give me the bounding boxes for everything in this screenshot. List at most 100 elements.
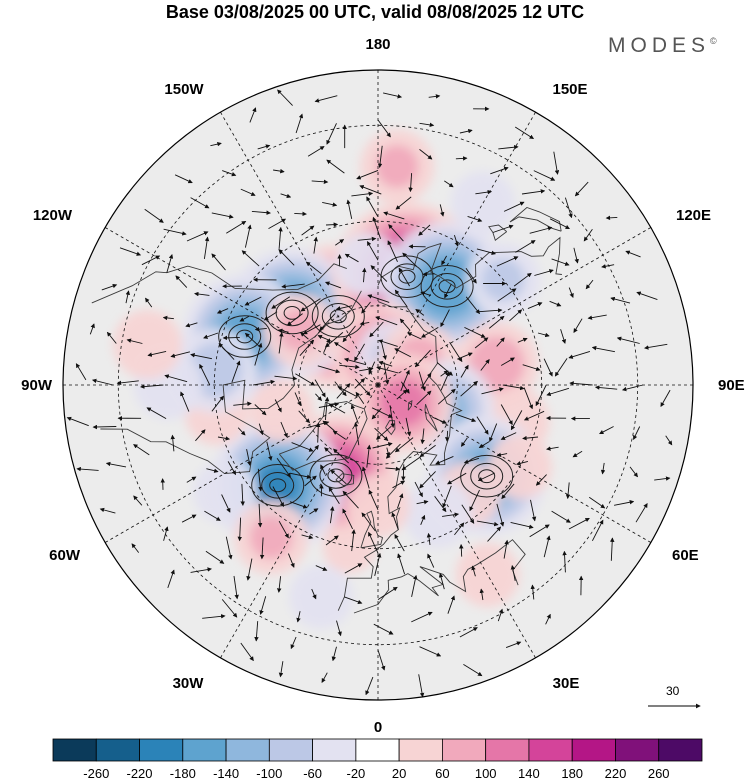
wind-arrow <box>205 550 225 564</box>
wind-arrow <box>426 532 432 546</box>
colorbar-tick-label: -260 <box>83 766 110 781</box>
meridian-line <box>220 111 379 386</box>
wind-arrow <box>324 447 333 455</box>
wind-arrow <box>365 676 374 696</box>
wind-arrow <box>565 482 571 500</box>
wind-arrow <box>190 197 210 209</box>
wind-arrow <box>271 296 291 309</box>
wind-arrow <box>478 308 503 313</box>
wind-arrow <box>533 170 556 181</box>
wind-arrow <box>397 493 404 509</box>
map-title: Base 03/08/2025 00 UTC, valid 08/08/2025… <box>165 2 585 22</box>
height-contours <box>218 255 514 507</box>
wind-arrow <box>321 672 328 683</box>
lon-label-150e: 150E <box>552 81 588 98</box>
wind-arrow <box>503 539 509 559</box>
lon-label-60e: 60E <box>672 547 699 564</box>
wind-arrow <box>281 283 305 289</box>
wind-arrow <box>418 371 426 392</box>
wind-arrow <box>609 537 615 561</box>
wind-arrow <box>394 533 405 552</box>
colorbar-swatch <box>658 738 703 762</box>
wind-arrow <box>422 271 435 277</box>
contour-line <box>283 306 301 320</box>
wind-arrow <box>336 620 342 637</box>
wind-arrow <box>328 486 340 504</box>
wind-arrow <box>263 311 278 321</box>
contour-line <box>265 291 319 335</box>
wind-arrow <box>517 337 528 343</box>
wind-arrow <box>405 417 412 437</box>
wind-arrow <box>625 250 641 258</box>
wind-arrow <box>203 236 210 259</box>
wind-arrow <box>216 308 229 314</box>
wind-arrow <box>359 185 382 195</box>
anomaly-cell <box>450 171 515 236</box>
wind-arrow <box>496 256 519 267</box>
wind-arrow <box>367 241 379 261</box>
wind-arrow <box>331 646 337 662</box>
wind-arrow <box>545 613 551 625</box>
coastline <box>407 399 413 411</box>
wind-arrow <box>585 279 594 290</box>
wind-arrow <box>560 329 567 344</box>
wind-arrow <box>374 552 382 577</box>
colorbar <box>52 738 703 762</box>
wind-arrow <box>515 240 536 253</box>
wind-arrow <box>272 486 284 508</box>
meridian-line <box>104 384 379 543</box>
lon-label-120e: 120E <box>676 207 712 224</box>
wind-arrow <box>306 444 319 461</box>
wind-arrow <box>116 380 139 386</box>
wind-arrow <box>529 524 550 538</box>
wind-arrow <box>289 501 308 509</box>
colorbar-swatch <box>528 738 573 762</box>
wind-arrow <box>514 126 535 140</box>
wind-arrow <box>459 543 464 557</box>
coastline <box>488 224 507 241</box>
wind-arrow <box>534 269 554 276</box>
wind-arrow <box>254 621 259 642</box>
wind-arrow <box>414 349 431 368</box>
wind-arrow <box>543 535 551 558</box>
wind-arrow <box>244 224 252 248</box>
wind-arrow <box>444 180 454 188</box>
wind-arrow <box>522 435 539 441</box>
wind-arrow <box>394 289 408 308</box>
wind-arrow <box>302 324 321 335</box>
wind-arrow <box>455 413 477 423</box>
wind-arrow <box>311 588 317 600</box>
wind-arrow <box>237 517 243 542</box>
wind-arrow <box>432 416 447 424</box>
wind-arrow <box>316 422 321 443</box>
wind-arrow <box>278 520 289 539</box>
lon-label-0: 0 <box>373 719 383 736</box>
wind-arrow <box>594 385 618 390</box>
wind-arrow <box>428 94 441 99</box>
wind-arrow <box>419 471 436 489</box>
wind-arrow <box>351 191 374 197</box>
wind-arrow <box>355 391 365 405</box>
wind-arrow <box>354 378 371 397</box>
wind-arrow <box>588 496 606 509</box>
wind-arrow <box>246 449 252 466</box>
wind-arrow <box>463 664 483 677</box>
wind-arrow <box>324 332 344 348</box>
wind-arrow <box>480 359 490 371</box>
wind-arrow <box>76 466 99 472</box>
brand-name: MODES <box>608 34 711 57</box>
wind-arrow <box>635 503 648 523</box>
wind-arrow <box>374 427 389 442</box>
wind-arrow <box>441 255 447 266</box>
wind-arrow <box>257 468 263 492</box>
wind-arrow <box>361 301 371 314</box>
wind-arrow <box>488 315 505 329</box>
wind-arrow <box>474 337 489 349</box>
wind-arrow <box>464 326 486 338</box>
wind-arrow <box>366 196 379 218</box>
meridian-line <box>377 111 536 386</box>
coastline <box>337 301 463 611</box>
wind-arrow <box>471 565 476 577</box>
wind-arrow <box>366 444 372 468</box>
wind-arrow <box>572 450 583 458</box>
